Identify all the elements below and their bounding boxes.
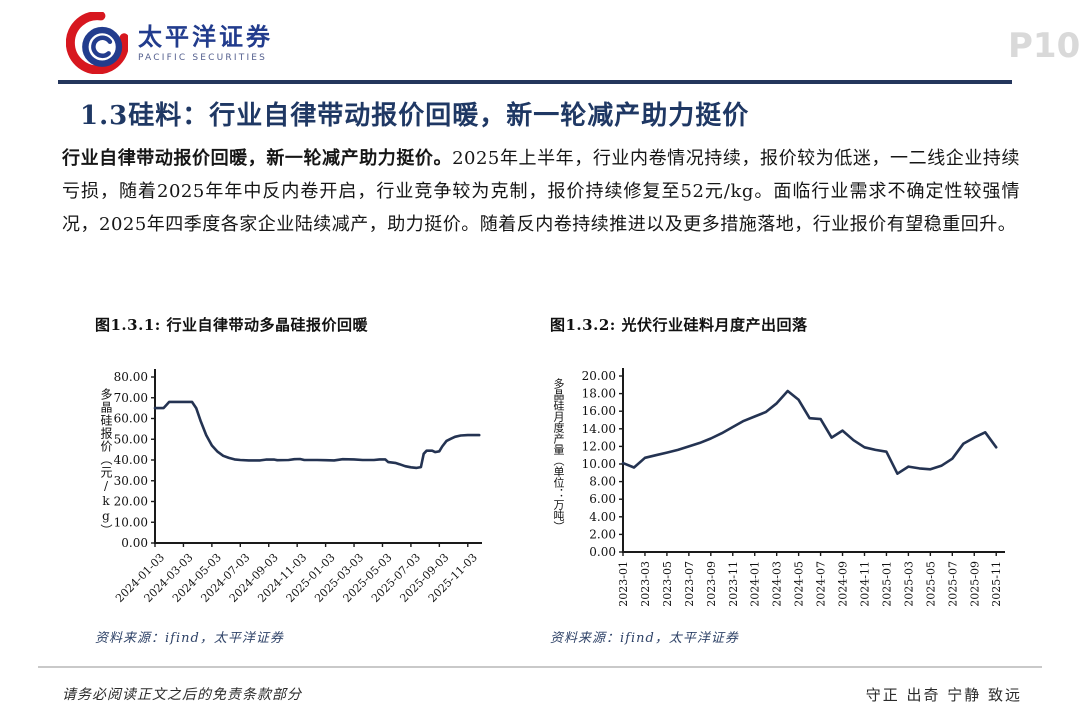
figure1-y-axis-label: 多晶硅报价（元/kg） [99, 388, 113, 537]
footer-divider [38, 666, 1042, 668]
svg-text:2023-01: 2023-01 [617, 561, 630, 607]
svg-text:40.00: 40.00 [114, 453, 148, 467]
figure1-title: 图1.3.1: 行业自律带动多晶硅报价回暖 [95, 316, 369, 334]
page-number: P10 [1008, 26, 1080, 66]
svg-text:10.00: 10.00 [582, 457, 616, 471]
svg-text:2023-11: 2023-11 [727, 561, 740, 607]
svg-text:30.00: 30.00 [114, 474, 148, 488]
svg-text:2025-05: 2025-05 [924, 561, 937, 607]
body-lead-sentence: 行业自律带动报价回暖，新一轮减产助力挺价。 [62, 148, 453, 169]
svg-text:20.00: 20.00 [582, 369, 616, 383]
svg-text:2025-11: 2025-11 [990, 561, 1003, 607]
svg-text:10.00: 10.00 [114, 515, 148, 529]
svg-text:2023-05: 2023-05 [661, 561, 674, 607]
svg-text:0.00: 0.00 [589, 545, 616, 559]
svg-text:0.00: 0.00 [121, 536, 148, 550]
pacific-securities-logo-icon [66, 12, 128, 74]
svg-text:2024-09: 2024-09 [837, 561, 850, 607]
logo-en-text: PACIFIC SECURITIES [138, 52, 268, 63]
body-rest-text: 2025年上半年，行业内卷情况持续，报价较为低迷，一二线企业持续亏损，随着202… [62, 148, 1020, 235]
footer-disclaimer: 请务必阅读正文之后的免责条款部分 [62, 687, 302, 703]
svg-text:2025-07: 2025-07 [946, 561, 959, 607]
header-divider [58, 80, 1012, 84]
svg-text:2024-05: 2024-05 [793, 561, 806, 607]
figure2-chart-area: 多晶硅月度产量（单位：万吨） 0.00 2.00 4.00 6.00 8.00 10.00… [540, 338, 1030, 634]
header-logo: 太平洋证券 PACIFIC SECURITIES [66, 12, 273, 74]
svg-text:2025-01: 2025-01 [880, 561, 893, 607]
logo-cn-text: 太平洋证券 [138, 22, 273, 51]
svg-text:4.00: 4.00 [589, 510, 616, 524]
svg-text:2.00: 2.00 [589, 527, 616, 541]
figure2-title: 图1.3.2: 光伏行业硅料月度产出回落 [550, 316, 808, 334]
svg-text:70.00: 70.00 [114, 391, 148, 405]
figure1-chart-area: 多晶硅报价（元/kg） 0.00 10.00 20.00 30.00 40.00 50.0… [90, 338, 520, 634]
svg-text:16.00: 16.00 [582, 404, 616, 418]
section-title: 1.3硅料：行业自律带动报价回暖，新一轮减产助力挺价 [80, 101, 750, 131]
svg-text:50.00: 50.00 [114, 432, 148, 446]
svg-text:2024-07: 2024-07 [815, 561, 828, 607]
svg-text:12.00: 12.00 [582, 439, 616, 453]
figure2-y-axis-label: 多晶硅月度产量（单位：万吨） [552, 378, 565, 532]
svg-text:2023-07: 2023-07 [683, 561, 696, 607]
svg-text:18.00: 18.00 [582, 387, 616, 401]
polysilicon-price-line-chart: 0.00 10.00 20.00 30.00 40.00 50.00 60.00 70.00 8… [113, 369, 482, 605]
figure2-source: 资料来源：ifind，太平洋证券 [550, 631, 739, 646]
svg-text:8.00: 8.00 [589, 475, 616, 489]
body-paragraph: 行业自律带动报价回暖，新一轮减产助力挺价。2025年上半年，行业内卷情况持续，报… [62, 142, 1020, 241]
svg-text:2024-03: 2024-03 [771, 561, 784, 607]
monthly-output-line-chart: 0.00 2.00 4.00 6.00 8.00 10.00 12.00 14.00 16.00… [582, 368, 1005, 607]
svg-text:80.00: 80.00 [114, 370, 148, 384]
svg-text:6.00: 6.00 [589, 492, 616, 506]
svg-text:60.00: 60.00 [114, 412, 148, 426]
svg-text:2023-03: 2023-03 [639, 561, 652, 607]
svg-text:2025-03: 2025-03 [902, 561, 915, 607]
logo-text-block: 太平洋证券 PACIFIC SECURITIES [138, 24, 273, 63]
figure1-source: 资料来源：ifind，太平洋证券 [95, 631, 284, 646]
svg-text:2025-09: 2025-09 [968, 561, 981, 607]
footer-motto: 守正 出奇 宁静 致远 [865, 686, 1022, 704]
svg-text:2024-01: 2024-01 [749, 561, 762, 607]
svg-text:2024-11: 2024-11 [858, 561, 871, 607]
svg-text:14.00: 14.00 [582, 422, 616, 436]
svg-text:20.00: 20.00 [114, 495, 148, 509]
svg-text:2023-09: 2023-09 [705, 561, 718, 607]
